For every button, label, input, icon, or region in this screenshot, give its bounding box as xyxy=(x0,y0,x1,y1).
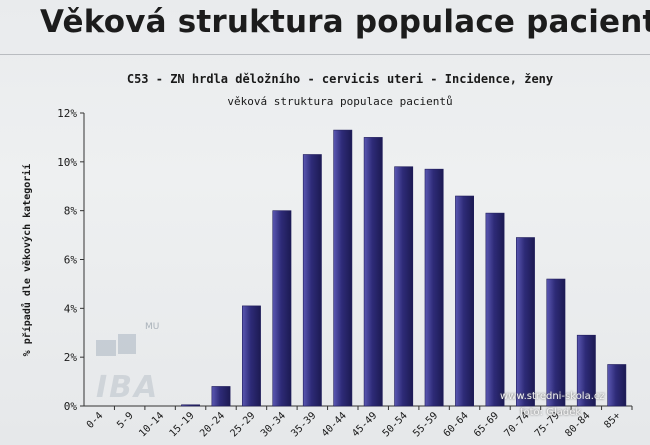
x-tick-label: 65-69 xyxy=(472,410,501,439)
x-tick-label: 60-64 xyxy=(442,410,471,439)
bar xyxy=(272,210,292,407)
x-tick-label: 40-44 xyxy=(320,410,349,439)
bar xyxy=(516,237,535,407)
bar xyxy=(242,305,261,407)
y-tick-label: 0% xyxy=(64,400,78,413)
watermark-photo: foto: Gladek xyxy=(520,407,582,418)
bar xyxy=(363,137,383,407)
bar xyxy=(576,334,596,407)
bar xyxy=(211,386,231,407)
x-tick-label: 55-59 xyxy=(411,410,440,439)
chart-title: C53 - ZN hrdla děložního - cervicis uter… xyxy=(126,72,554,86)
slide-title: Věková struktura populace pacientů xyxy=(40,4,650,40)
x-tick-label: 45-49 xyxy=(350,410,379,439)
x-tick-label: 0-4 xyxy=(85,410,106,431)
bar xyxy=(607,364,627,407)
bar xyxy=(455,195,474,407)
logo-text: IBA xyxy=(96,370,160,405)
y-tick-label: 12% xyxy=(57,107,77,120)
y-tick-label: 2% xyxy=(64,351,78,364)
x-tick-label: 10-14 xyxy=(137,410,166,439)
chart-bars xyxy=(181,129,627,407)
x-tick-label: 35-39 xyxy=(289,410,318,439)
y-tick-label: 4% xyxy=(64,302,78,315)
y-tick-label: 8% xyxy=(64,205,78,218)
y-tick-label: 6% xyxy=(64,254,78,267)
bar xyxy=(333,129,353,407)
x-tick-label: 20-24 xyxy=(198,410,227,439)
bar xyxy=(546,278,566,407)
x-tick-label: 85+ xyxy=(602,410,623,431)
x-tick-label: 50-54 xyxy=(381,410,410,439)
bar xyxy=(424,168,444,407)
bar xyxy=(181,404,200,407)
bar xyxy=(302,154,322,407)
chart-axes xyxy=(80,112,633,410)
bar xyxy=(394,166,414,407)
x-tick-label: 30-34 xyxy=(259,410,288,439)
x-tick-label: 25-29 xyxy=(228,410,257,439)
x-tick-label: 15-19 xyxy=(168,410,197,439)
watermark-site: www.stredni-skola.cz xyxy=(500,391,605,402)
x-tick-label: 5-9 xyxy=(115,410,136,431)
y-tick-label: 10% xyxy=(57,156,77,169)
chart-subtitle: věková struktura populace pacientů xyxy=(227,95,453,108)
logo-block-left xyxy=(96,340,116,356)
logo-sub-text: MU xyxy=(145,322,160,332)
title-divider xyxy=(0,54,650,55)
logo-block-right xyxy=(118,334,136,354)
bar xyxy=(485,212,505,407)
